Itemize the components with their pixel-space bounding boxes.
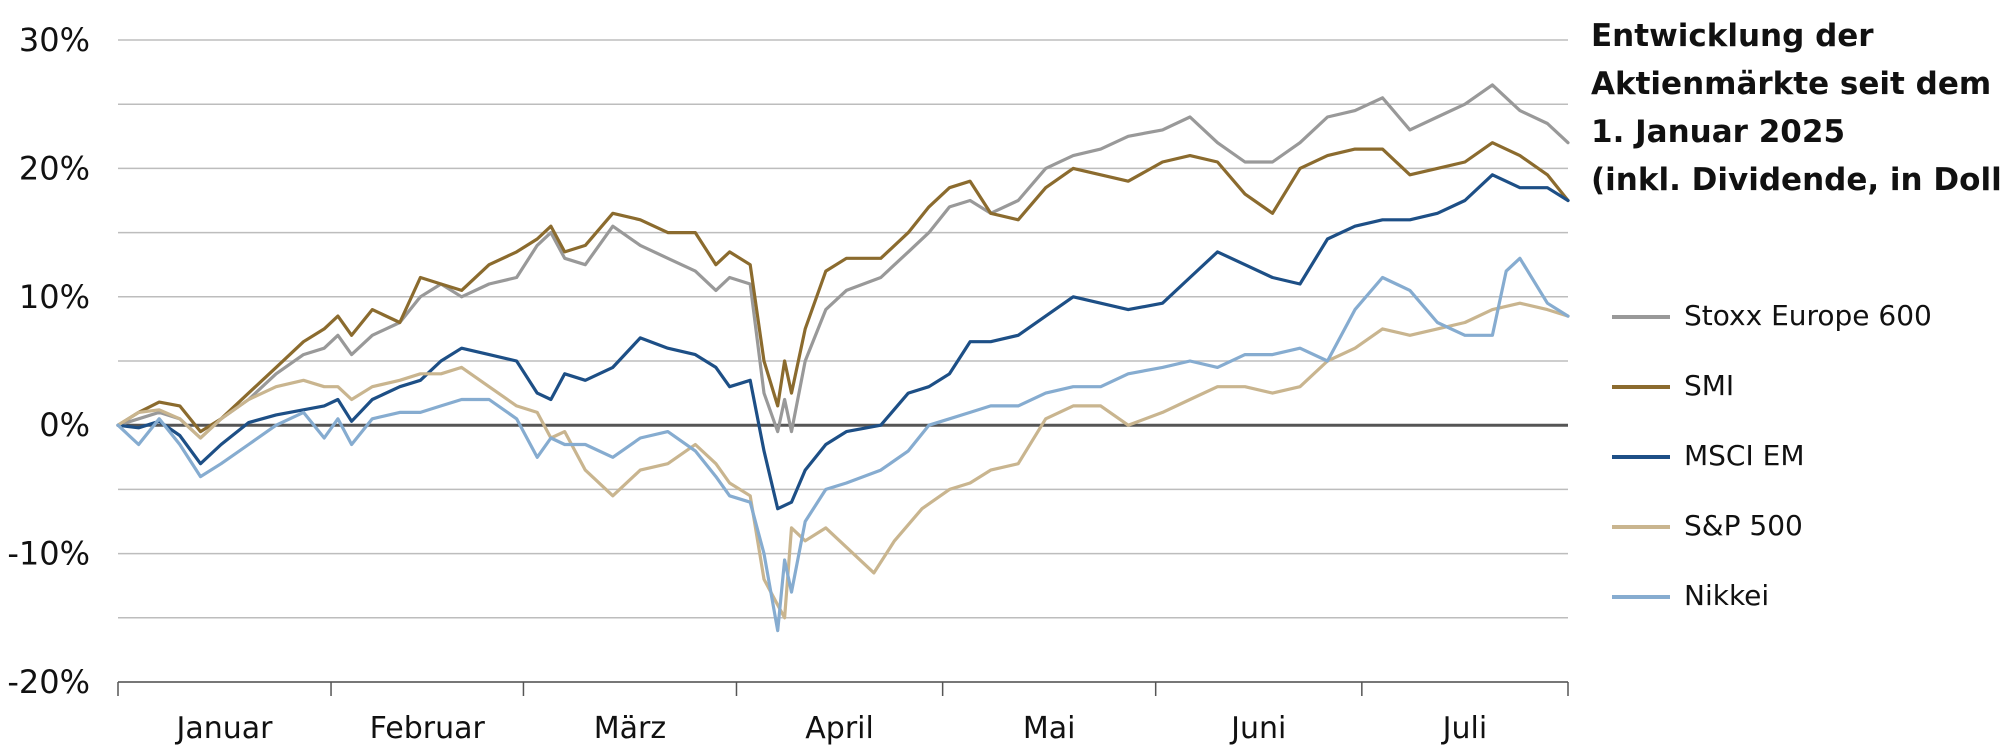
title-line-3: 1. Januar 2025 xyxy=(1591,114,1846,150)
series-line-smi xyxy=(116,141,1570,434)
title-line-1: Entwicklung der xyxy=(1591,18,1874,54)
series-line-s-p-500 xyxy=(116,301,1570,620)
x-tick-label: Juli xyxy=(1441,711,1488,746)
y-tick-label: 20% xyxy=(19,149,90,187)
legend-swatch-smi xyxy=(1612,385,1670,389)
title-line-4: (inkl. Dividende, in Dollar) xyxy=(1591,162,2000,198)
x-tick-label: März xyxy=(594,711,666,746)
title-line-2: Aktienmärkte seit dem xyxy=(1591,66,1992,102)
grid-layer xyxy=(118,39,1568,683)
legend-swatch-msci-em xyxy=(1612,455,1670,459)
series-line-msci-em xyxy=(116,173,1570,511)
x-axis: Januar Februar März April Mai Juni Juli xyxy=(117,681,1569,746)
legend-label-nikkei: Nikkei xyxy=(1684,579,1770,612)
chart-title: Entwicklung der Aktienmärkte seit dem 1.… xyxy=(1591,12,2000,204)
legend-label-smi: SMI xyxy=(1684,369,1735,402)
y-tick-label: 0% xyxy=(39,406,90,444)
x-tick-label: Juni xyxy=(1229,711,1286,746)
x-tick-label: Januar xyxy=(175,711,274,746)
series-line-stoxx-europe-600 xyxy=(116,83,1570,440)
series-line-nikkei xyxy=(116,256,1570,633)
y-tick-label: -20% xyxy=(7,663,90,701)
y-tick-label: -10% xyxy=(7,535,90,573)
legend-swatch-sp500 xyxy=(1612,525,1670,529)
legend-label-sp500: S&P 500 xyxy=(1684,509,1803,542)
legend-label-stoxx: Stoxx Europe 600 xyxy=(1684,299,1932,332)
x-tick-label: April xyxy=(805,711,874,746)
y-axis: 30% 20% 10% 0% -10% -20% xyxy=(7,21,90,701)
legend-label-msci-em: MSCI EM xyxy=(1684,439,1805,472)
legend-swatch-stoxx xyxy=(1612,315,1670,319)
series-layer xyxy=(116,83,1570,633)
x-tick-label: Februar xyxy=(370,711,486,746)
y-tick-label: 30% xyxy=(19,21,90,59)
x-tick-label: Mai xyxy=(1023,711,1076,746)
legend-swatch-nikkei xyxy=(1612,595,1670,599)
y-tick-label: 10% xyxy=(19,278,90,316)
